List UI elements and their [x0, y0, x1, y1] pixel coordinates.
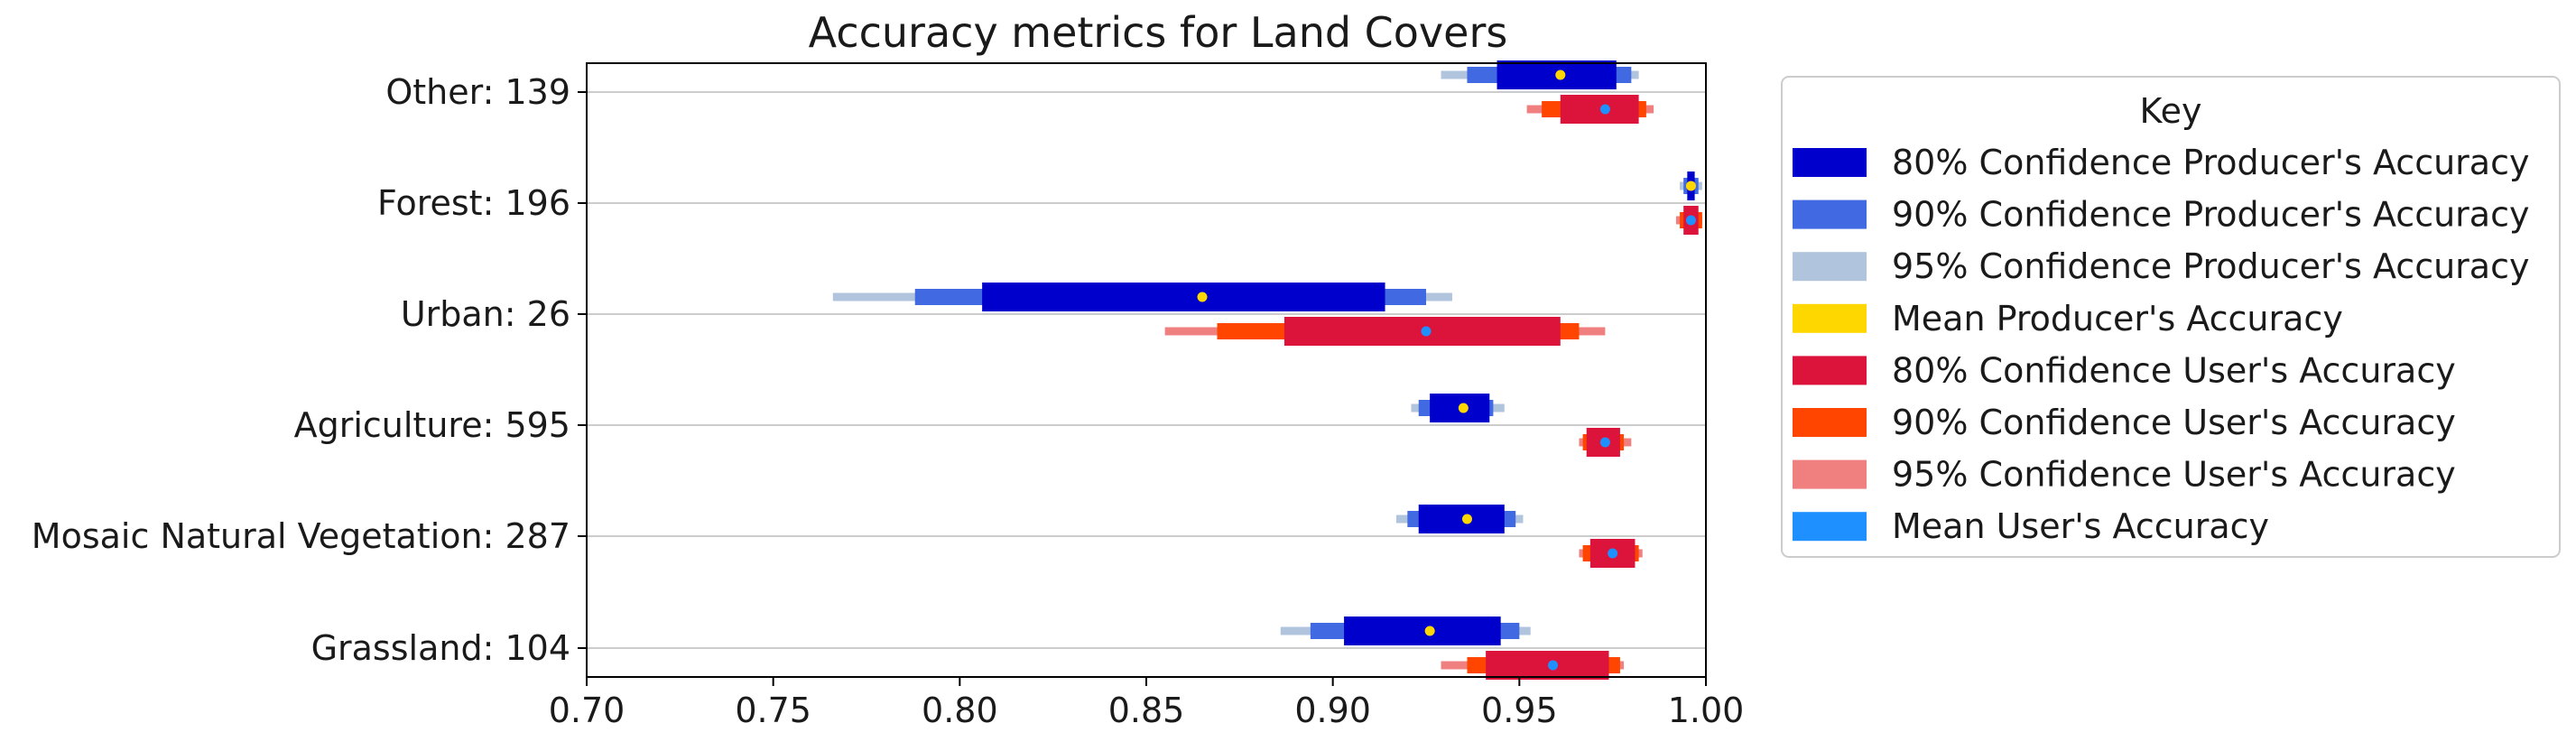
category-label: Agriculture: 595: [294, 405, 570, 445]
legend-swatch: [1793, 408, 1867, 437]
legend: Key 80% Confidence Producer's Accuracy 90…: [1781, 76, 2561, 558]
legend-label: 80% Confidence User's Accuracy: [1892, 350, 2456, 390]
producer-mean-point: [1555, 70, 1566, 80]
legend-swatch: [1793, 303, 1867, 333]
legend-swatch: [1793, 356, 1867, 385]
x-tick-label: 0.90: [1294, 691, 1371, 730]
legend-frame: [1781, 76, 2561, 558]
user-mean-point: [1599, 104, 1610, 115]
legend-items: 80% Confidence Producer's Accuracy 90% Co…: [1793, 143, 2529, 546]
category-label: Mosaic Natural Vegetation: 287: [32, 516, 570, 556]
user-mean-point: [1685, 215, 1696, 226]
user-ci80-bar: [1560, 95, 1639, 124]
category-label: Other: 139: [385, 72, 570, 112]
user-mean-point: [1599, 437, 1610, 448]
legend-label: Mean User's Accuracy: [1892, 506, 2269, 546]
chart-title: Accuracy metrics for Land Covers: [809, 8, 1508, 57]
x-tick-label: 1.00: [1668, 691, 1745, 730]
axis-layer: Other: 139 Forest: 196 Urban: 26 Agricultur…: [32, 72, 1745, 730]
producer-mean-point: [1458, 403, 1469, 413]
legend-label: 95% Confidence Producer's Accuracy: [1892, 246, 2529, 286]
user-mean-point: [1421, 326, 1432, 337]
category-label: Grassland: 104: [311, 628, 570, 668]
grid-layer: [587, 91, 1706, 649]
legend-swatch: [1793, 199, 1867, 229]
legend-label: Mean Producer's Accuracy: [1892, 299, 2343, 338]
x-tick-label: 0.70: [549, 691, 625, 730]
producer-ci80-bar: [1418, 505, 1505, 533]
legend-label: 90% Confidence Producer's Accuracy: [1892, 195, 2529, 235]
producer-ci80-bar: [982, 283, 1385, 311]
x-tick-label: 0.85: [1108, 691, 1185, 730]
legend-swatch: [1793, 148, 1867, 177]
producer-mean-point: [1461, 514, 1472, 524]
producer-mean-point: [1424, 626, 1435, 636]
legend-label: 95% Confidence User's Accuracy: [1892, 455, 2456, 495]
plot-frame: [586, 62, 1707, 678]
bars-layer: [832, 60, 1702, 680]
x-tick-label: 0.80: [922, 691, 998, 730]
x-tick-label: 0.95: [1481, 691, 1558, 730]
user-mean-point: [1608, 548, 1618, 559]
legend-label: 90% Confidence User's Accuracy: [1892, 403, 2456, 442]
user-ci80-bar: [1486, 651, 1609, 680]
legend-swatch: [1793, 459, 1867, 489]
category-label: Forest: 196: [377, 183, 570, 223]
producer-mean-point: [1685, 181, 1696, 191]
producer-ci80-bar: [1344, 617, 1501, 645]
producer-mean-point: [1197, 292, 1208, 302]
category-label: Urban: 26: [401, 294, 570, 334]
x-tick-label: 0.75: [735, 691, 811, 730]
legend-swatch: [1793, 512, 1867, 542]
legend-label: 80% Confidence Producer's Accuracy: [1892, 143, 2529, 182]
legend-swatch: [1793, 252, 1867, 282]
legend-title: Key: [2140, 91, 2202, 131]
user-mean-point: [1548, 660, 1559, 671]
